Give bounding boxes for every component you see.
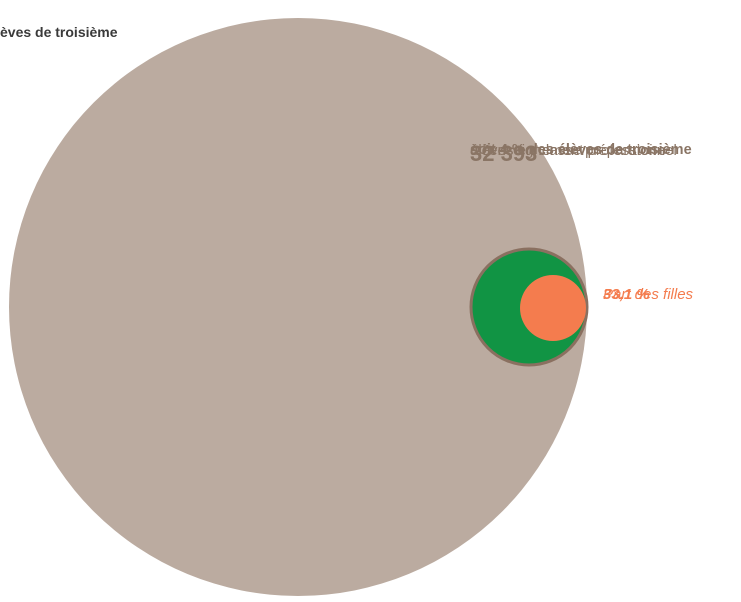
prep-description-line1: élèves en classe préparatoire [470, 142, 666, 159]
girls-share-circle [520, 275, 586, 341]
total-students-circle [9, 18, 587, 596]
total-students-label: èves de troisième [0, 24, 150, 41]
prep-count-value: 32 393 [470, 141, 538, 166]
prep-share-of-total: soit 4 % des élèves de troisième [470, 142, 692, 158]
total-students-label-text: èves de troisième [0, 24, 118, 40]
girls-share-value: 33,1 % [603, 286, 650, 303]
girls-share-label: Part des filles [603, 286, 694, 303]
prep-description-line2: à l’enseignement professionnel [470, 142, 677, 159]
